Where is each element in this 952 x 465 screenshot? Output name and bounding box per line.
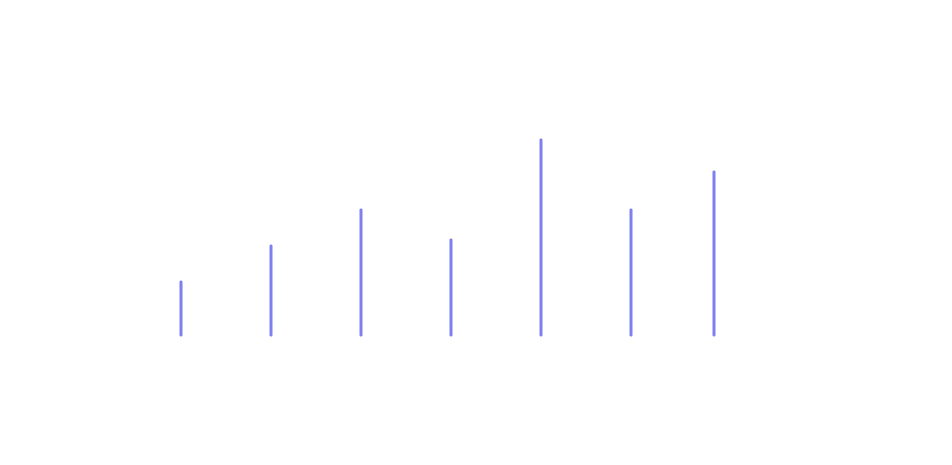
chart-stems xyxy=(179,138,716,337)
